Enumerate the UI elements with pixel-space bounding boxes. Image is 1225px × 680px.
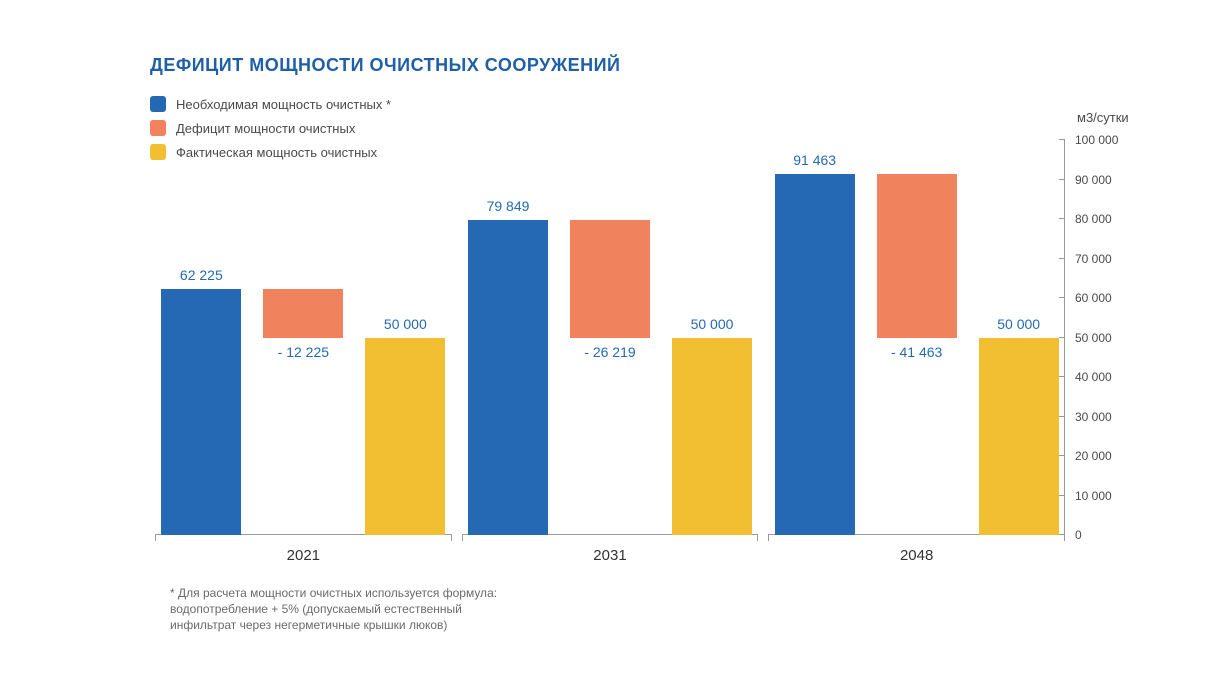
bar-value-label: 50 000 [691,316,734,332]
footnote-line: * Для расчета мощности очистных использу… [170,585,497,601]
bar: 79 849 [468,220,548,535]
y-tick-label: 0 [1075,528,1082,542]
footnote-line: водопотребление + 5% (допускаемый естест… [170,601,497,617]
group-tick-mark [155,535,156,541]
y-tick-label: 60 000 [1075,291,1112,305]
footnote-line: инфильтрат через негерметичные крышки лю… [170,617,497,633]
category-label: 2031 [462,547,759,564]
bar-value-label: 79 849 [487,198,530,214]
y-tick-label: 30 000 [1075,410,1112,424]
chart-page: { "title": { "text": "ДЕФИЦИТ МОЩНОСТИ О… [0,0,1225,680]
legend-label: Необходимая мощность очистных * [176,97,391,112]
footnote: * Для расчета мощности очистных использу… [170,585,497,634]
group-tick-mark [768,535,769,541]
legend-item: Дефицит мощности очистных [150,119,391,137]
y-tick-label: 80 000 [1075,212,1112,226]
y-axis-unit-label: м3/сутки [1077,110,1129,125]
bar-value-label: 91 463 [793,152,836,168]
bar: - 12 225 [263,289,343,337]
category-group: 203179 849- 26 21950 000 [462,140,759,535]
chart-area: 010 00020 00030 00040 00050 00060 00070 … [155,140,1065,535]
bar: - 41 463 [877,174,957,338]
y-tick-label: 40 000 [1075,370,1112,384]
legend-swatch-icon [150,96,166,112]
y-tick-label: 100 000 [1075,133,1118,147]
category-label: 2021 [155,547,452,564]
y-tick-label: 10 000 [1075,489,1112,503]
y-tick-label: 20 000 [1075,449,1112,463]
legend-item: Необходимая мощность очистных * [150,95,391,113]
bar-value-label: 50 000 [997,316,1040,332]
y-tick-label: 70 000 [1075,252,1112,266]
y-tick-label: 90 000 [1075,173,1112,187]
group-tick-mark [757,535,758,541]
legend-swatch-icon [150,120,166,136]
category-label: 2048 [768,547,1065,564]
bar-value-label: - 41 463 [891,344,942,360]
bar: 50 000 [365,338,445,536]
group-tick-mark [462,535,463,541]
category-group: 202162 225- 12 22550 000 [155,140,452,535]
chart-title: ДЕФИЦИТ МОЩНОСТИ ОЧИСТНЫХ СООРУЖЕНИЙ [150,55,620,76]
group-tick-mark [451,535,452,541]
legend-label: Дефицит мощности очистных [176,121,355,136]
bar: - 26 219 [570,220,650,338]
group-tick-mark [1064,535,1065,541]
category-group: 204891 463- 41 46350 000 [768,140,1065,535]
bar: 91 463 [775,174,855,535]
bar: 50 000 [979,338,1059,536]
bar: 62 225 [161,289,241,535]
y-tick-label: 50 000 [1075,331,1112,345]
bar-value-label: 50 000 [384,316,427,332]
bar-value-label: 62 225 [180,267,223,283]
bar-value-label: - 26 219 [584,344,635,360]
bar-value-label: - 12 225 [278,344,329,360]
bar: 50 000 [672,338,752,536]
